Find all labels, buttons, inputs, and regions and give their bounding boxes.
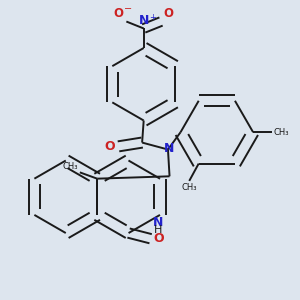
Text: O: O: [114, 7, 124, 20]
Text: O: O: [104, 140, 115, 153]
Text: N: N: [164, 142, 174, 155]
Text: +: +: [149, 13, 156, 22]
Text: −: −: [124, 4, 133, 14]
Text: CH₃: CH₃: [63, 162, 78, 171]
Text: O: O: [153, 232, 164, 245]
Text: N: N: [153, 217, 164, 230]
Text: O: O: [164, 7, 174, 20]
Text: N: N: [139, 14, 149, 27]
Text: CH₃: CH₃: [182, 183, 197, 192]
Text: CH₃: CH₃: [274, 128, 289, 137]
Text: H: H: [154, 225, 163, 235]
